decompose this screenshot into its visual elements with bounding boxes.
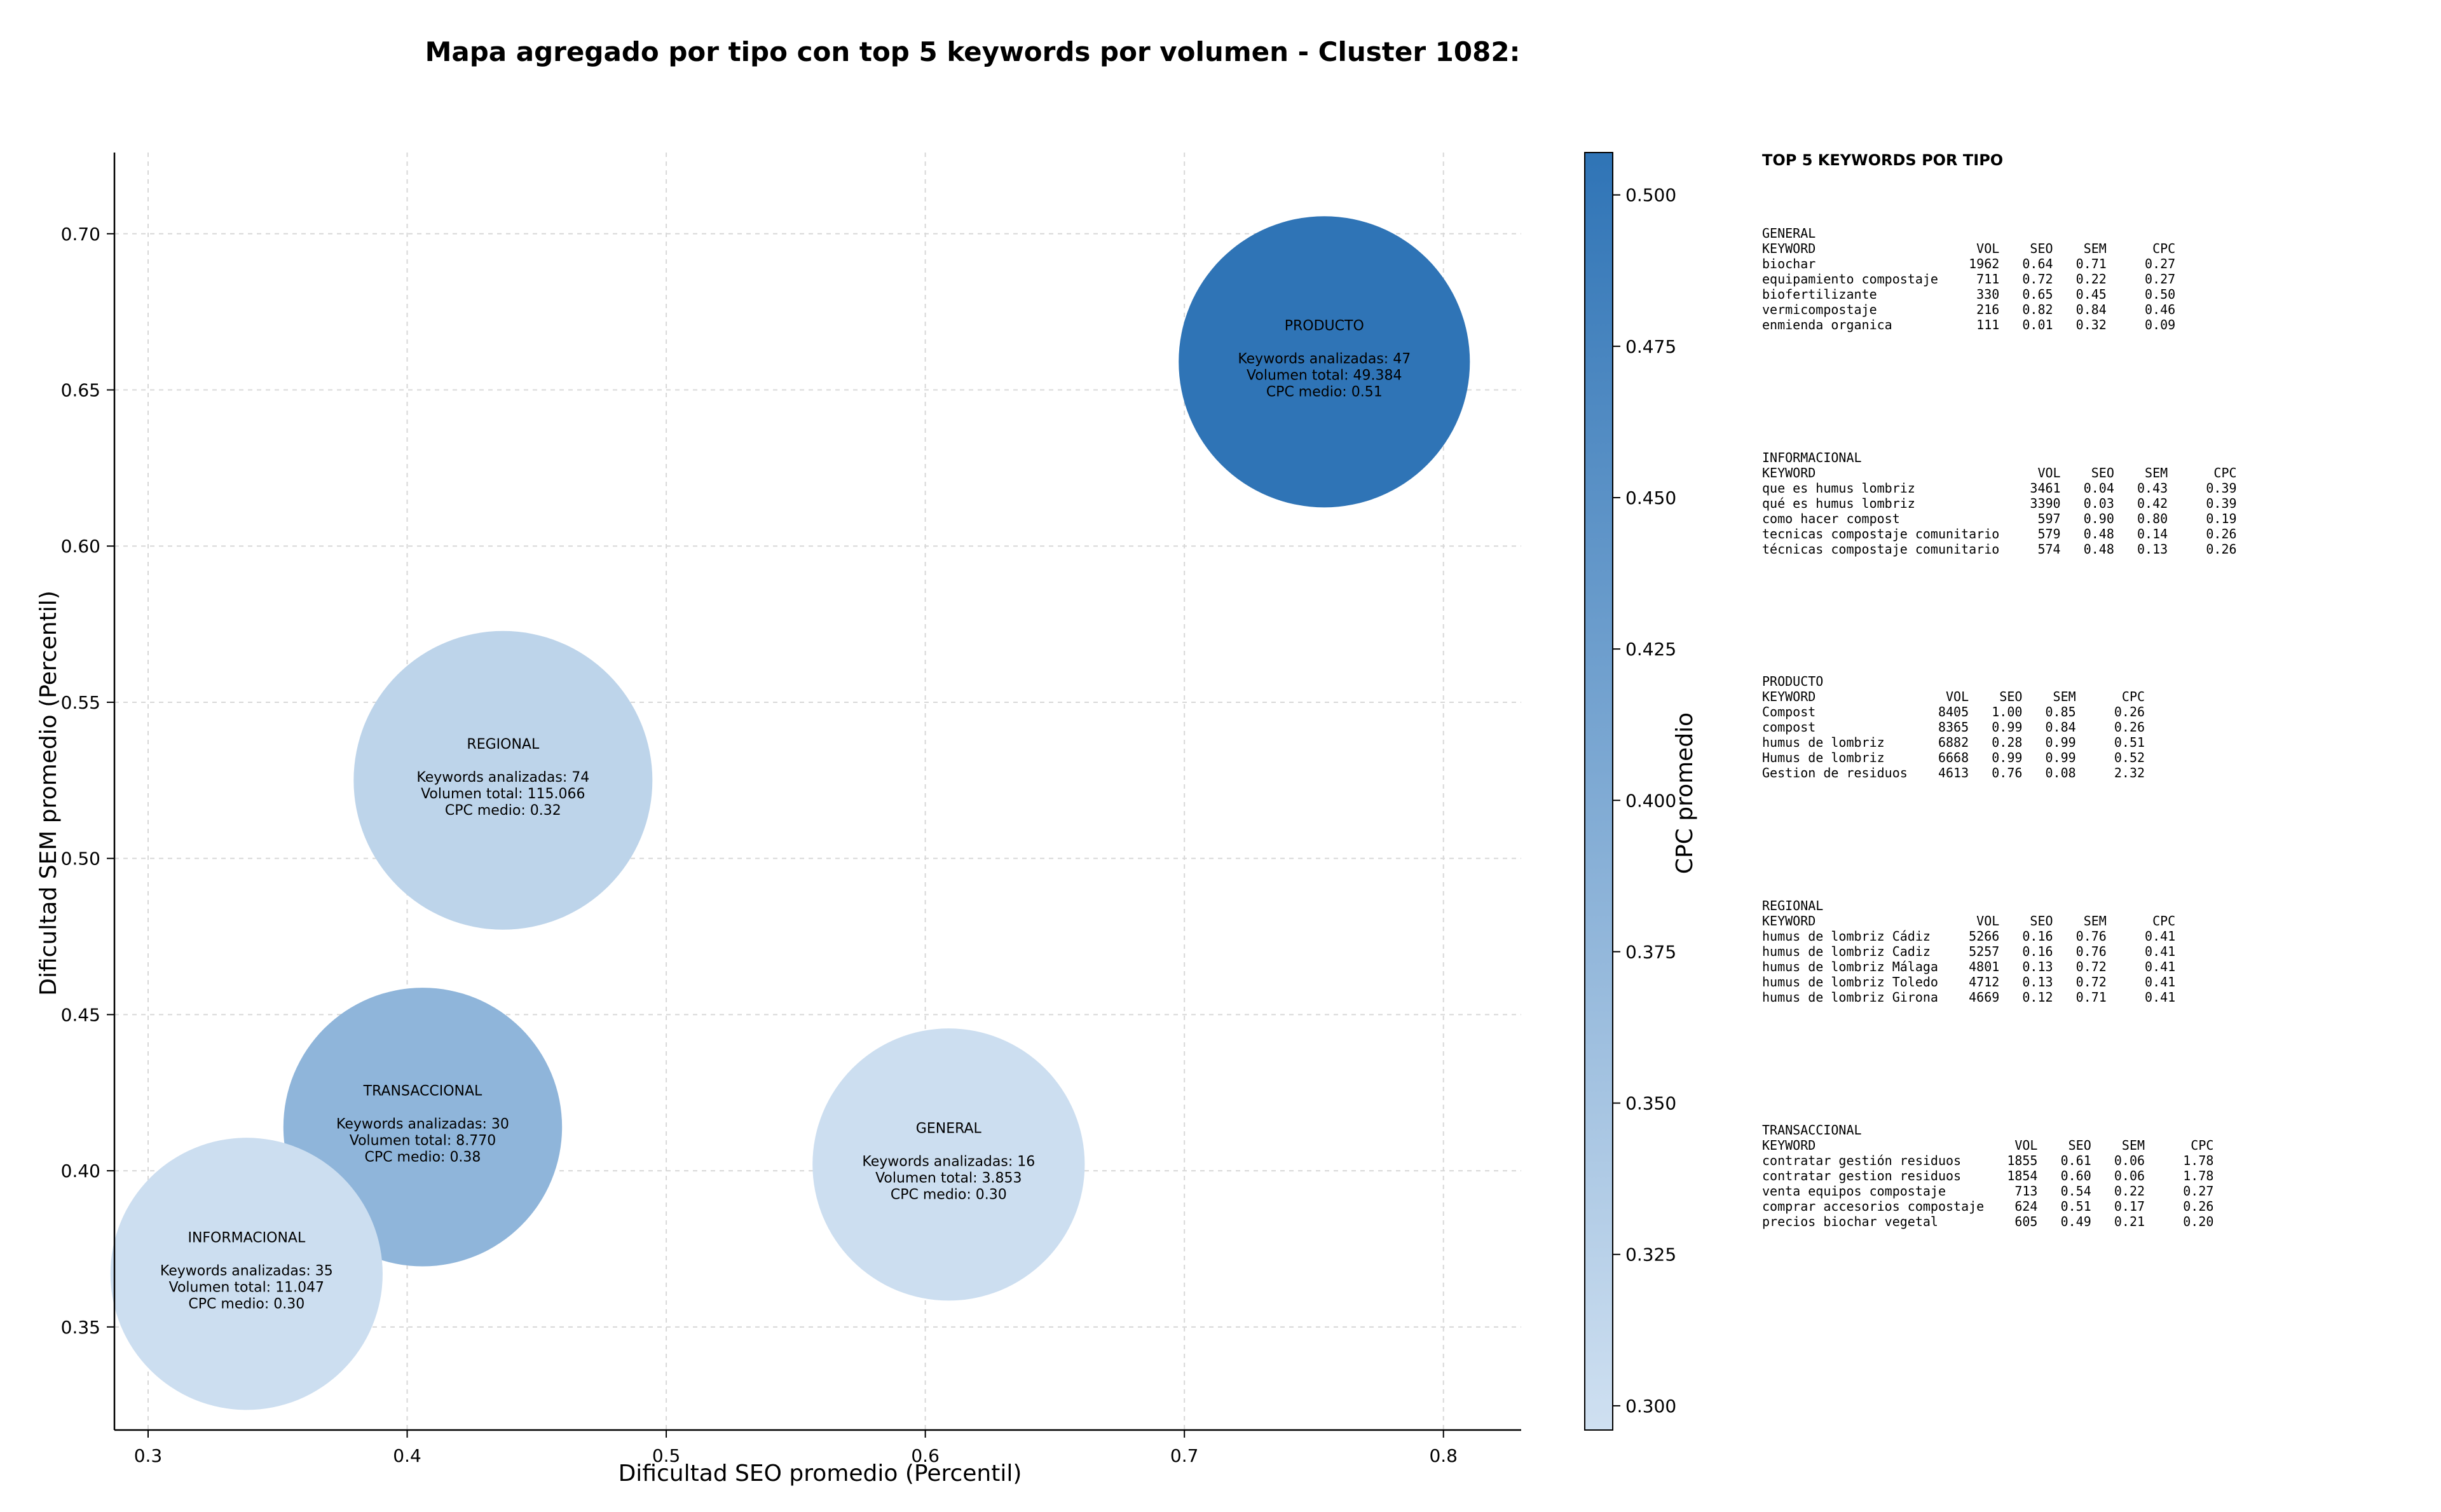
colorbar-tick-label: 0.300 <box>1625 1396 1676 1417</box>
colorbar-tick-label: 0.450 <box>1625 487 1676 508</box>
colorbar-gradient <box>1584 152 1613 1431</box>
keyword-row: compost 8365 0.99 0.84 0.26 <box>1762 719 2145 735</box>
y-tick-label: 0.55 <box>61 692 100 713</box>
y-tick-label: 0.70 <box>61 224 100 245</box>
keyword-table-header: KEYWORD VOL SEO SEM CPC <box>1762 913 2175 929</box>
keyword-row: técnicas compostaje comunitario 574 0.48… <box>1762 541 2237 557</box>
keyword-row: precios biochar vegetal 605 0.49 0.21 0.… <box>1762 1214 2213 1229</box>
keyword-row: comprar accesorios compostaje 624 0.51 0… <box>1762 1199 2213 1214</box>
keyword-row: que es humus lombriz 3461 0.04 0.43 0.39 <box>1762 480 2237 496</box>
colorbar-tick-label: 0.400 <box>1625 790 1676 811</box>
bubble-annotation: CPC medio: 0.51 <box>1266 384 1383 400</box>
keyword-row: Compost 8405 1.00 0.85 0.26 <box>1762 704 2145 719</box>
keyword-row: biofertilizante 330 0.65 0.45 0.50 <box>1762 287 2175 302</box>
colorbar-label: CPC promedio <box>1672 712 1698 874</box>
keyword-group-title: INFORMACIONAL <box>1762 450 1862 465</box>
bubble-label: INFORMACIONAL <box>188 1230 306 1246</box>
panel-heading: TOP 5 KEYWORDS POR TIPO <box>1762 151 2003 169</box>
y-axis-label: Dificultad SEM promedio (Percentil) <box>36 590 62 996</box>
bubble-annotation: Keywords analizadas: 47 <box>1238 351 1411 367</box>
keyword-row: qué es humus lombriz 3390 0.03 0.42 0.39 <box>1762 496 2237 511</box>
colorbar-tick-label: 0.350 <box>1625 1093 1676 1114</box>
keyword-row: enmienda organica 111 0.01 0.32 0.09 <box>1762 317 2175 332</box>
bubble-annotation: Volumen total: 49.384 <box>1247 367 1402 383</box>
keyword-row: vermicompostaje 216 0.82 0.84 0.46 <box>1762 302 2175 317</box>
x-tick-label: 0.6 <box>911 1445 940 1466</box>
colorbar-tick-label: 0.425 <box>1625 639 1676 660</box>
keyword-row: tecnicas compostaje comunitario 579 0.48… <box>1762 526 2237 541</box>
x-axis-label: Dificultad SEO promedio (Percentil) <box>619 1461 1022 1487</box>
bubble-annotation: Volumen total: 115.066 <box>421 786 585 802</box>
keyword-row: humus de lombriz Cadiz 5257 0.16 0.76 0.… <box>1762 944 2175 959</box>
keyword-group-title: GENERAL <box>1762 226 1815 241</box>
keyword-table-header: KEYWORD VOL SEO SEM CPC <box>1762 1138 2213 1153</box>
bubble-annotation: Keywords analizadas: 16 <box>862 1154 1035 1169</box>
colorbar-tick-label: 0.475 <box>1625 336 1676 357</box>
bubble-annotation: Volumen total: 8.770 <box>350 1133 496 1148</box>
keyword-row: venta equipos compostaje 713 0.54 0.22 0… <box>1762 1183 2213 1199</box>
bubble-regional <box>353 630 653 930</box>
x-tick-label: 0.4 <box>393 1445 421 1466</box>
bubble-annotation: Keywords analizadas: 35 <box>160 1263 333 1279</box>
keyword-table-header: KEYWORD VOL SEO SEM CPC <box>1762 689 2145 704</box>
bubble-informacional <box>110 1138 383 1410</box>
bubble-annotation: CPC medio: 0.32 <box>445 803 561 819</box>
bubble-annotation: Volumen total: 11.047 <box>169 1279 324 1295</box>
keyword-row: humus de lombriz 6882 0.28 0.99 0.51 <box>1762 735 2145 750</box>
bubble-label: PRODUCTO <box>1285 318 1364 334</box>
keyword-row: humus de lombriz Girona 4669 0.12 0.71 0… <box>1762 990 2175 1005</box>
keyword-row: contratar gestión residuos 1855 0.61 0.0… <box>1762 1153 2213 1168</box>
y-tick-label: 0.65 <box>61 379 100 400</box>
keyword-row: equipamiento compostaje 711 0.72 0.22 0.… <box>1762 271 2175 287</box>
keyword-group-title: TRANSACCIONAL <box>1762 1122 1862 1138</box>
keyword-row: biochar 1962 0.64 0.71 0.27 <box>1762 256 2175 271</box>
colorbar-tick-label: 0.500 <box>1625 185 1676 206</box>
keyword-row: humus de lombriz Málaga 4801 0.13 0.72 0… <box>1762 959 2175 974</box>
bubble-label: GENERAL <box>916 1120 982 1136</box>
keyword-group-title: PRODUCTO <box>1762 674 1823 689</box>
keyword-row: Humus de lombriz 6668 0.99 0.99 0.52 <box>1762 750 2145 765</box>
bubble-annotation: Keywords analizadas: 30 <box>336 1116 509 1132</box>
bubble-general <box>812 1028 1085 1301</box>
keyword-table-header: KEYWORD VOL SEO SEM CPC <box>1762 241 2175 256</box>
y-tick-label: 0.60 <box>61 536 100 557</box>
axes: 0.3 0.4 0.5 0.6 0.7 0.8 0.35 0.40 0.45 0.50 0.55 0.… <box>61 153 1521 1466</box>
y-tick-label: 0.40 <box>61 1161 100 1182</box>
bubble-producto <box>1179 216 1470 508</box>
keyword-row: humus de lombriz Cádiz 5266 0.16 0.76 0.… <box>1762 929 2175 944</box>
bubble-annotation: CPC medio: 0.30 <box>188 1296 304 1312</box>
bubble-label: TRANSACCIONAL <box>363 1083 482 1099</box>
keyword-row: como hacer compost 597 0.90 0.80 0.19 <box>1762 511 2237 526</box>
keyword-group-title: REGIONAL <box>1762 898 1823 913</box>
x-tick-label: 0.7 <box>1170 1445 1199 1466</box>
y-tick-label: 0.50 <box>61 848 100 869</box>
y-tick-label: 0.35 <box>61 1317 100 1338</box>
colorbar: 0.300 0.325 0.350 0.375 0.400 0.425 0.450 0.475… <box>1584 152 1676 1431</box>
x-tick-label: 0.5 <box>652 1445 681 1466</box>
bubble-annotation: Keywords analizadas: 74 <box>416 770 589 786</box>
y-tick-label: 0.45 <box>61 1004 100 1025</box>
bubble-label: REGIONAL <box>467 737 540 753</box>
x-tick-label: 0.8 <box>1429 1445 1458 1466</box>
keyword-table-header: KEYWORD VOL SEO SEM CPC <box>1762 465 2237 480</box>
keyword-row: humus de lombriz Toledo 4712 0.13 0.72 0… <box>1762 974 2175 990</box>
bubble-annotation: CPC medio: 0.30 <box>891 1187 1007 1202</box>
keyword-row: Gestion de residuos 4613 0.76 0.08 2.32 <box>1762 765 2145 780</box>
chart-title: Mapa agregado por tipo con top 5 keyword… <box>425 36 1521 67</box>
colorbar-tick-label: 0.325 <box>1625 1244 1676 1265</box>
colorbar-tick-label: 0.375 <box>1625 941 1676 962</box>
bubble-annotation: Volumen total: 3.853 <box>875 1170 1022 1186</box>
bubble-annotation: CPC medio: 0.38 <box>365 1149 481 1165</box>
x-tick-label: 0.3 <box>134 1445 163 1466</box>
keyword-row: contratar gestion residuos 1854 0.60 0.0… <box>1762 1168 2213 1183</box>
